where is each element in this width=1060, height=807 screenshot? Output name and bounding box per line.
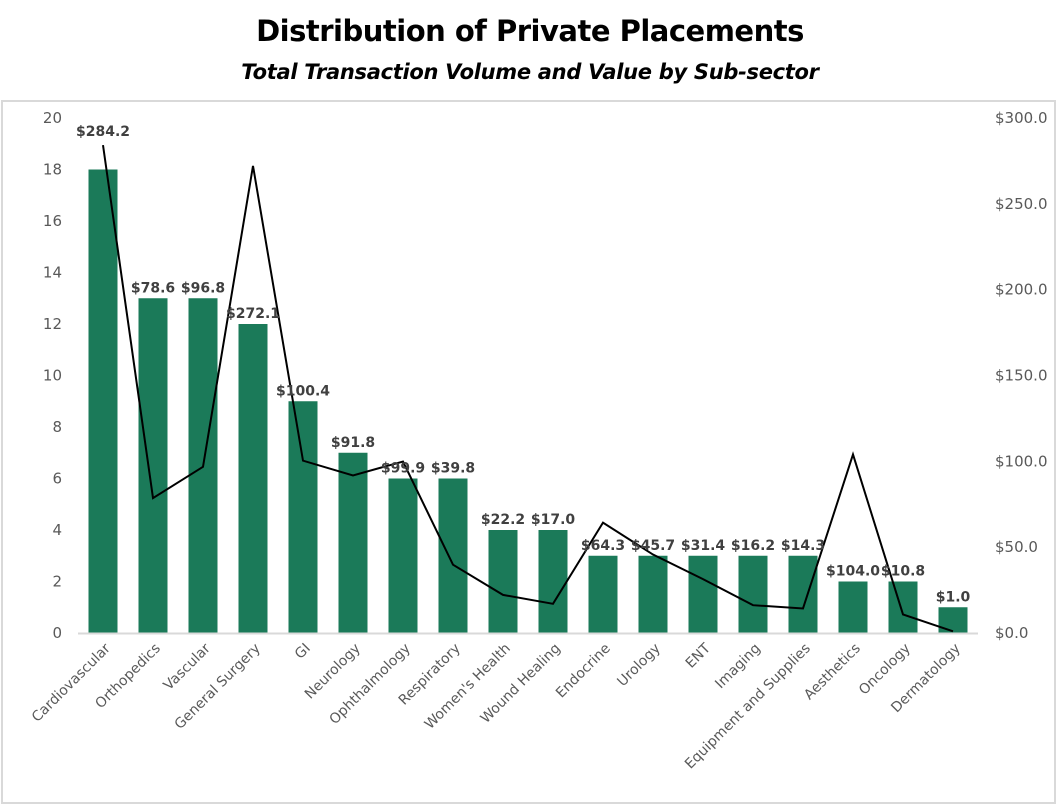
x-category-label: Cardiovascular (29, 640, 114, 725)
bar (888, 581, 918, 633)
data-label: $10.8 (881, 564, 925, 580)
data-label: $99.9 (381, 461, 425, 477)
bar (88, 169, 118, 633)
data-label: $64.3 (581, 538, 625, 554)
data-label: $31.4 (681, 538, 726, 554)
y-left-tick-label: 16 (43, 212, 62, 230)
data-label: $14.3 (781, 538, 825, 554)
y-right-tick-label: $150.0 (995, 367, 1048, 385)
data-label: $39.8 (431, 461, 475, 477)
data-label: $1.0 (936, 589, 971, 605)
y-left-tick-label: 0 (52, 624, 62, 642)
bar (138, 298, 168, 633)
value-line (102, 144, 954, 633)
x-category-label: Women's Health (422, 641, 514, 733)
bar (488, 530, 518, 633)
data-label: $78.6 (131, 280, 175, 296)
bar (638, 555, 668, 633)
chart-subtitle: Total Transaction Volume and Value by Su… (241, 60, 819, 84)
bar (538, 530, 568, 633)
data-label: $45.7 (631, 538, 675, 554)
bar (938, 607, 968, 633)
y-right-tick-label: $50.0 (995, 538, 1038, 556)
bar (338, 452, 368, 633)
data-label: $96.8 (181, 280, 225, 296)
y-right-tick-label: $100.0 (995, 452, 1048, 470)
bar (388, 478, 418, 633)
bar (238, 324, 268, 633)
y-left-tick-label: 6 (52, 470, 62, 488)
y-right-tick-label: $250.0 (995, 195, 1048, 213)
y-right-tick-label: $300.0 (995, 109, 1048, 127)
data-label: $91.8 (331, 435, 375, 451)
data-label: $284.2 (76, 124, 130, 140)
data-label: $16.2 (731, 538, 775, 554)
bar (288, 401, 318, 633)
bar (688, 555, 718, 633)
data-label: $272.1 (226, 306, 280, 322)
y-left-tick-label: 4 (52, 521, 62, 539)
x-category-label: GI (292, 641, 314, 663)
y-right-tick-label: $200.0 (995, 281, 1048, 299)
y-left-tick-label: 10 (43, 367, 62, 385)
chart-title: Distribution of Private Placements (256, 14, 804, 48)
y-left-tick-label: 20 (43, 109, 62, 127)
bar (738, 555, 768, 633)
bar (588, 555, 618, 633)
y-left-tick-label: 14 (43, 264, 62, 282)
bar (838, 581, 868, 633)
x-category-label: ENT (683, 640, 714, 671)
y-right-tick-label: $0.0 (995, 624, 1028, 642)
y-left-tick-label: 18 (43, 161, 62, 179)
bar (788, 555, 818, 633)
x-category-label: Endocrine (553, 641, 614, 702)
data-label: $100.4 (276, 383, 330, 399)
y-left-tick-label: 2 (52, 573, 62, 591)
data-label: $104.0 (826, 564, 880, 580)
x-category-label: General Surgery (172, 641, 264, 733)
bar (438, 478, 468, 633)
y-left-tick-label: 8 (52, 418, 62, 436)
data-label: $22.2 (481, 512, 525, 528)
data-label: $17.0 (531, 512, 576, 528)
chart-area-border (1, 100, 1056, 804)
x-category-label: Imaging (712, 641, 764, 693)
x-category-label: Urology (614, 641, 663, 690)
y-left-tick-label: 12 (43, 315, 62, 333)
